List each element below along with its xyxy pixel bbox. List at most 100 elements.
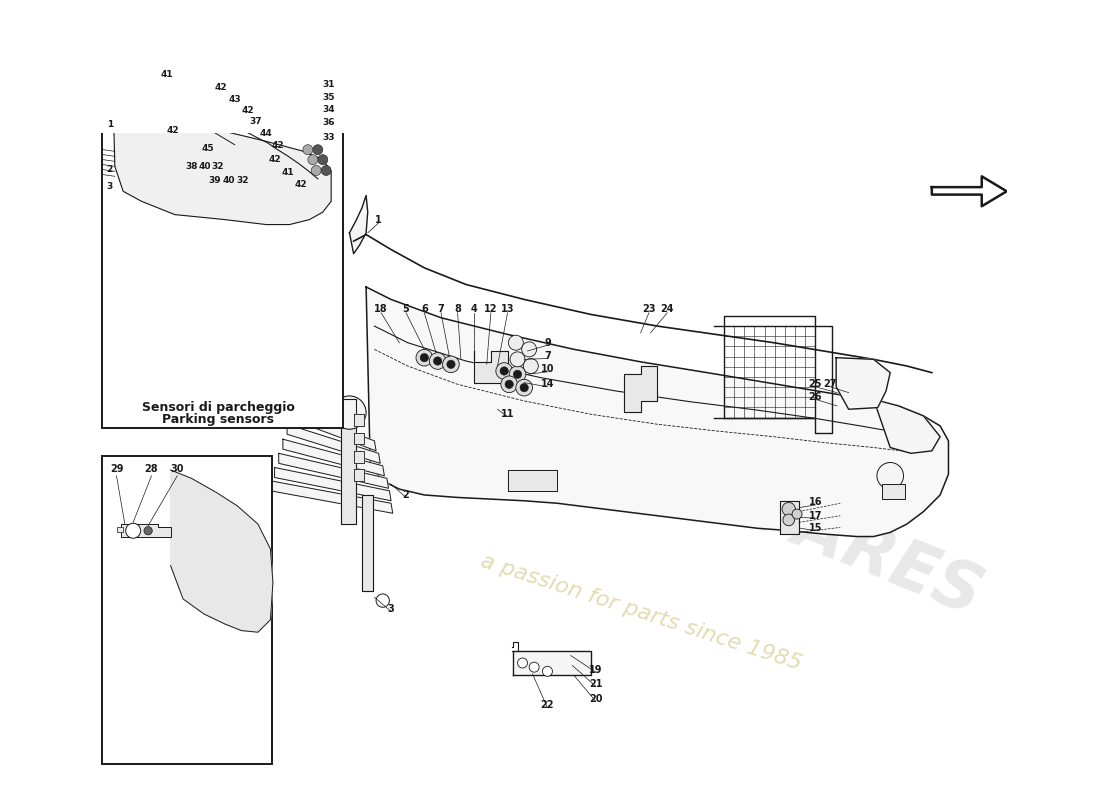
- Polygon shape: [624, 366, 658, 412]
- Circle shape: [125, 523, 141, 538]
- Circle shape: [312, 145, 322, 154]
- Text: 34: 34: [154, 0, 167, 2]
- Text: 42: 42: [272, 141, 284, 150]
- Circle shape: [508, 335, 524, 350]
- Text: 5: 5: [403, 305, 409, 314]
- Polygon shape: [366, 287, 948, 537]
- Circle shape: [447, 360, 455, 369]
- Text: 19: 19: [588, 665, 603, 674]
- Polygon shape: [932, 176, 1006, 206]
- Polygon shape: [170, 470, 273, 632]
- Text: 33: 33: [322, 133, 334, 142]
- Text: 44: 44: [260, 129, 273, 138]
- Bar: [882, 484, 905, 499]
- Text: EUROSPARES: EUROSPARES: [509, 382, 992, 629]
- Circle shape: [516, 379, 532, 396]
- Text: 42: 42: [295, 180, 308, 189]
- Circle shape: [318, 154, 328, 165]
- Circle shape: [302, 145, 312, 154]
- Polygon shape: [112, 66, 331, 225]
- Bar: [135, 79, 145, 87]
- Text: 35: 35: [322, 93, 334, 102]
- Text: Sensori di parcheggio: Sensori di parcheggio: [142, 402, 295, 414]
- Text: 7: 7: [544, 351, 551, 361]
- Text: 32: 32: [235, 176, 249, 185]
- Circle shape: [442, 356, 460, 373]
- Text: 1: 1: [375, 215, 382, 226]
- Text: 36: 36: [322, 118, 334, 126]
- Circle shape: [782, 502, 795, 516]
- Text: Parking sensors: Parking sensors: [162, 413, 274, 426]
- Text: 37: 37: [249, 117, 262, 126]
- Circle shape: [416, 350, 432, 366]
- Text: 40: 40: [222, 176, 235, 185]
- Text: 42: 42: [268, 155, 280, 164]
- Circle shape: [500, 376, 517, 393]
- Text: 25: 25: [808, 379, 822, 390]
- Text: 21: 21: [588, 679, 603, 689]
- Circle shape: [524, 358, 538, 374]
- Circle shape: [517, 658, 528, 668]
- Text: 20: 20: [588, 694, 603, 704]
- Circle shape: [333, 396, 366, 430]
- Polygon shape: [271, 481, 393, 514]
- Text: 39: 39: [208, 176, 221, 185]
- Text: 27: 27: [824, 379, 837, 390]
- Text: 36: 36: [138, 0, 151, 2]
- Text: 14: 14: [541, 379, 554, 390]
- Text: 29: 29: [110, 464, 123, 474]
- Circle shape: [529, 662, 539, 672]
- Text: 38: 38: [185, 162, 198, 171]
- Text: 42: 42: [214, 82, 227, 92]
- Text: 33: 33: [123, 0, 136, 2]
- Circle shape: [500, 367, 508, 375]
- Text: 28: 28: [144, 464, 158, 474]
- Circle shape: [783, 514, 794, 526]
- Text: 42: 42: [167, 126, 179, 135]
- Circle shape: [420, 354, 429, 362]
- Circle shape: [792, 509, 802, 519]
- Text: 8: 8: [454, 305, 461, 314]
- Circle shape: [311, 166, 321, 175]
- Text: 18: 18: [374, 305, 388, 314]
- Text: 2: 2: [107, 165, 113, 174]
- Text: 23: 23: [642, 305, 656, 314]
- Text: 6: 6: [421, 305, 428, 314]
- Text: a passion for parts since 1985: a passion for parts since 1985: [477, 550, 804, 674]
- Text: 15: 15: [808, 523, 822, 534]
- Polygon shape: [354, 414, 364, 426]
- Polygon shape: [278, 454, 388, 488]
- Text: 10: 10: [541, 364, 554, 374]
- Text: 32: 32: [212, 162, 224, 171]
- Polygon shape: [283, 439, 384, 476]
- Polygon shape: [354, 433, 364, 444]
- Text: 42: 42: [242, 106, 254, 115]
- Circle shape: [510, 352, 525, 367]
- Polygon shape: [341, 399, 356, 524]
- Text: 12: 12: [484, 305, 497, 314]
- Polygon shape: [836, 358, 890, 410]
- Circle shape: [520, 383, 528, 392]
- Text: 4: 4: [471, 305, 477, 314]
- Text: 17: 17: [808, 510, 822, 521]
- Circle shape: [308, 154, 318, 165]
- Circle shape: [496, 362, 513, 379]
- Circle shape: [321, 166, 331, 175]
- Circle shape: [877, 462, 903, 489]
- Circle shape: [144, 526, 152, 535]
- Circle shape: [514, 370, 521, 378]
- Bar: [143, 82, 153, 90]
- Bar: [129, 74, 139, 82]
- Circle shape: [521, 342, 537, 357]
- Polygon shape: [780, 501, 799, 534]
- Circle shape: [509, 366, 526, 382]
- Polygon shape: [121, 524, 170, 537]
- Polygon shape: [354, 469, 364, 481]
- Polygon shape: [513, 650, 591, 675]
- Text: 7: 7: [438, 305, 444, 314]
- Text: 43: 43: [229, 95, 241, 104]
- Text: 9: 9: [544, 338, 551, 348]
- FancyBboxPatch shape: [101, 0, 343, 428]
- Circle shape: [376, 594, 389, 607]
- Text: 13: 13: [500, 305, 515, 314]
